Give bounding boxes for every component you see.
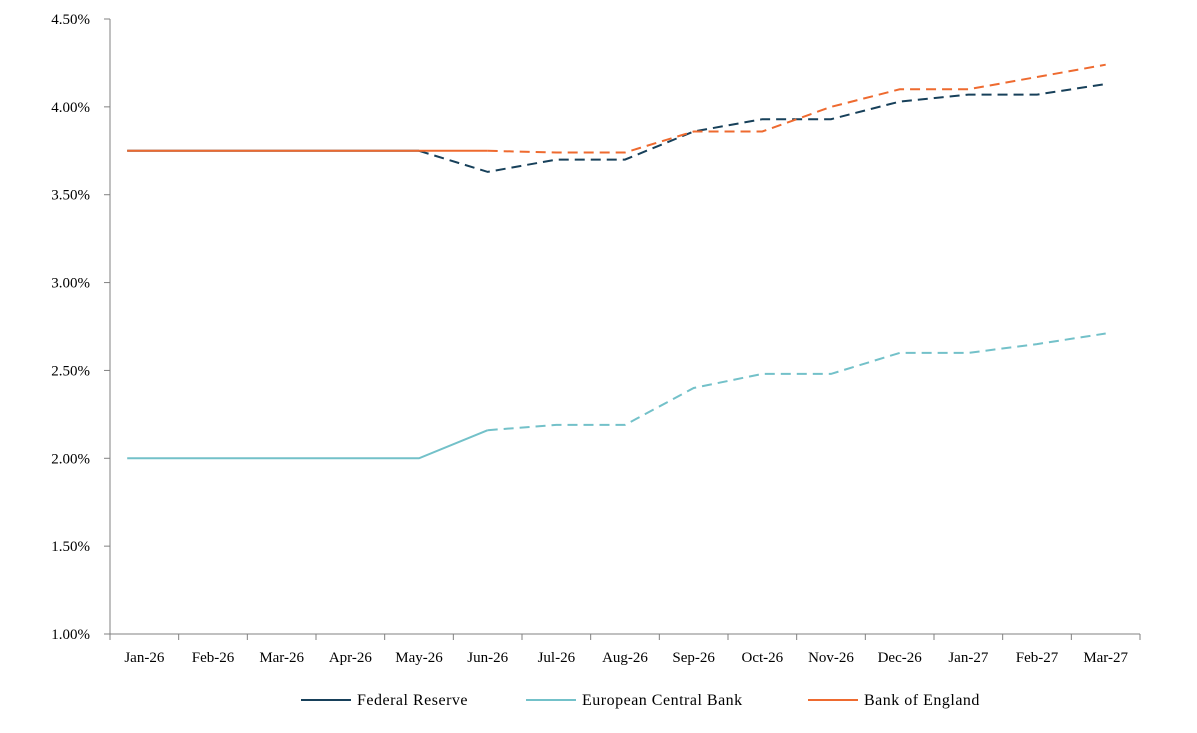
y-tick-label: 2.00%: [51, 451, 90, 467]
x-tick-label: Mar-26: [259, 650, 304, 666]
x-tick-label: Mar-27: [1083, 650, 1128, 666]
chart-legend: Federal Reserve European Central Bank Bank…: [301, 692, 980, 709]
y-tick-label: 2.50%: [51, 363, 90, 379]
x-tick-label: Feb-26: [192, 650, 235, 666]
x-tick-label: Nov-26: [808, 650, 854, 666]
x-tick-label: Feb-27: [1016, 650, 1059, 666]
y-tick-label: 4.00%: [51, 100, 90, 116]
series-line-solid-1: [127, 429, 489, 460]
x-tick-label: May-26: [395, 650, 443, 666]
x-tick-label: Jul-26: [538, 650, 576, 666]
chart-series-lines: [127, 63, 1106, 460]
y-tick-label: 3.50%: [51, 188, 90, 204]
legend-label-0: Federal Reserve: [357, 692, 468, 709]
legend-label-2: Bank of England: [864, 692, 980, 709]
y-tick-label: 1.00%: [51, 627, 90, 643]
chart-axes: 1.00% 1.50% 2.00% 2.50% 3.00% 3.50% 4.00% 4.50%…: [51, 12, 1141, 666]
x-tick-label: Jan-26: [124, 650, 164, 666]
legend-label-1: European Central Bank: [582, 692, 743, 709]
y-tick-label: 4.50%: [51, 12, 90, 28]
series-line-dashed-0: [418, 83, 1106, 173]
series-line-dashed-1: [487, 332, 1106, 432]
x-tick-label: Aug-26: [602, 650, 648, 666]
series-line-dashed-2: [487, 63, 1106, 154]
x-tick-label: Sep-26: [672, 650, 715, 666]
x-tick-label: Dec-26: [878, 650, 923, 666]
y-tick-label: 3.00%: [51, 276, 90, 292]
x-tick-label: Jun-26: [467, 650, 508, 666]
x-tick-label: Oct-26: [742, 650, 784, 666]
y-tick-label: 1.50%: [51, 539, 90, 555]
x-tick-label: Apr-26: [329, 650, 373, 666]
x-tick-label: Jan-27: [948, 650, 988, 666]
